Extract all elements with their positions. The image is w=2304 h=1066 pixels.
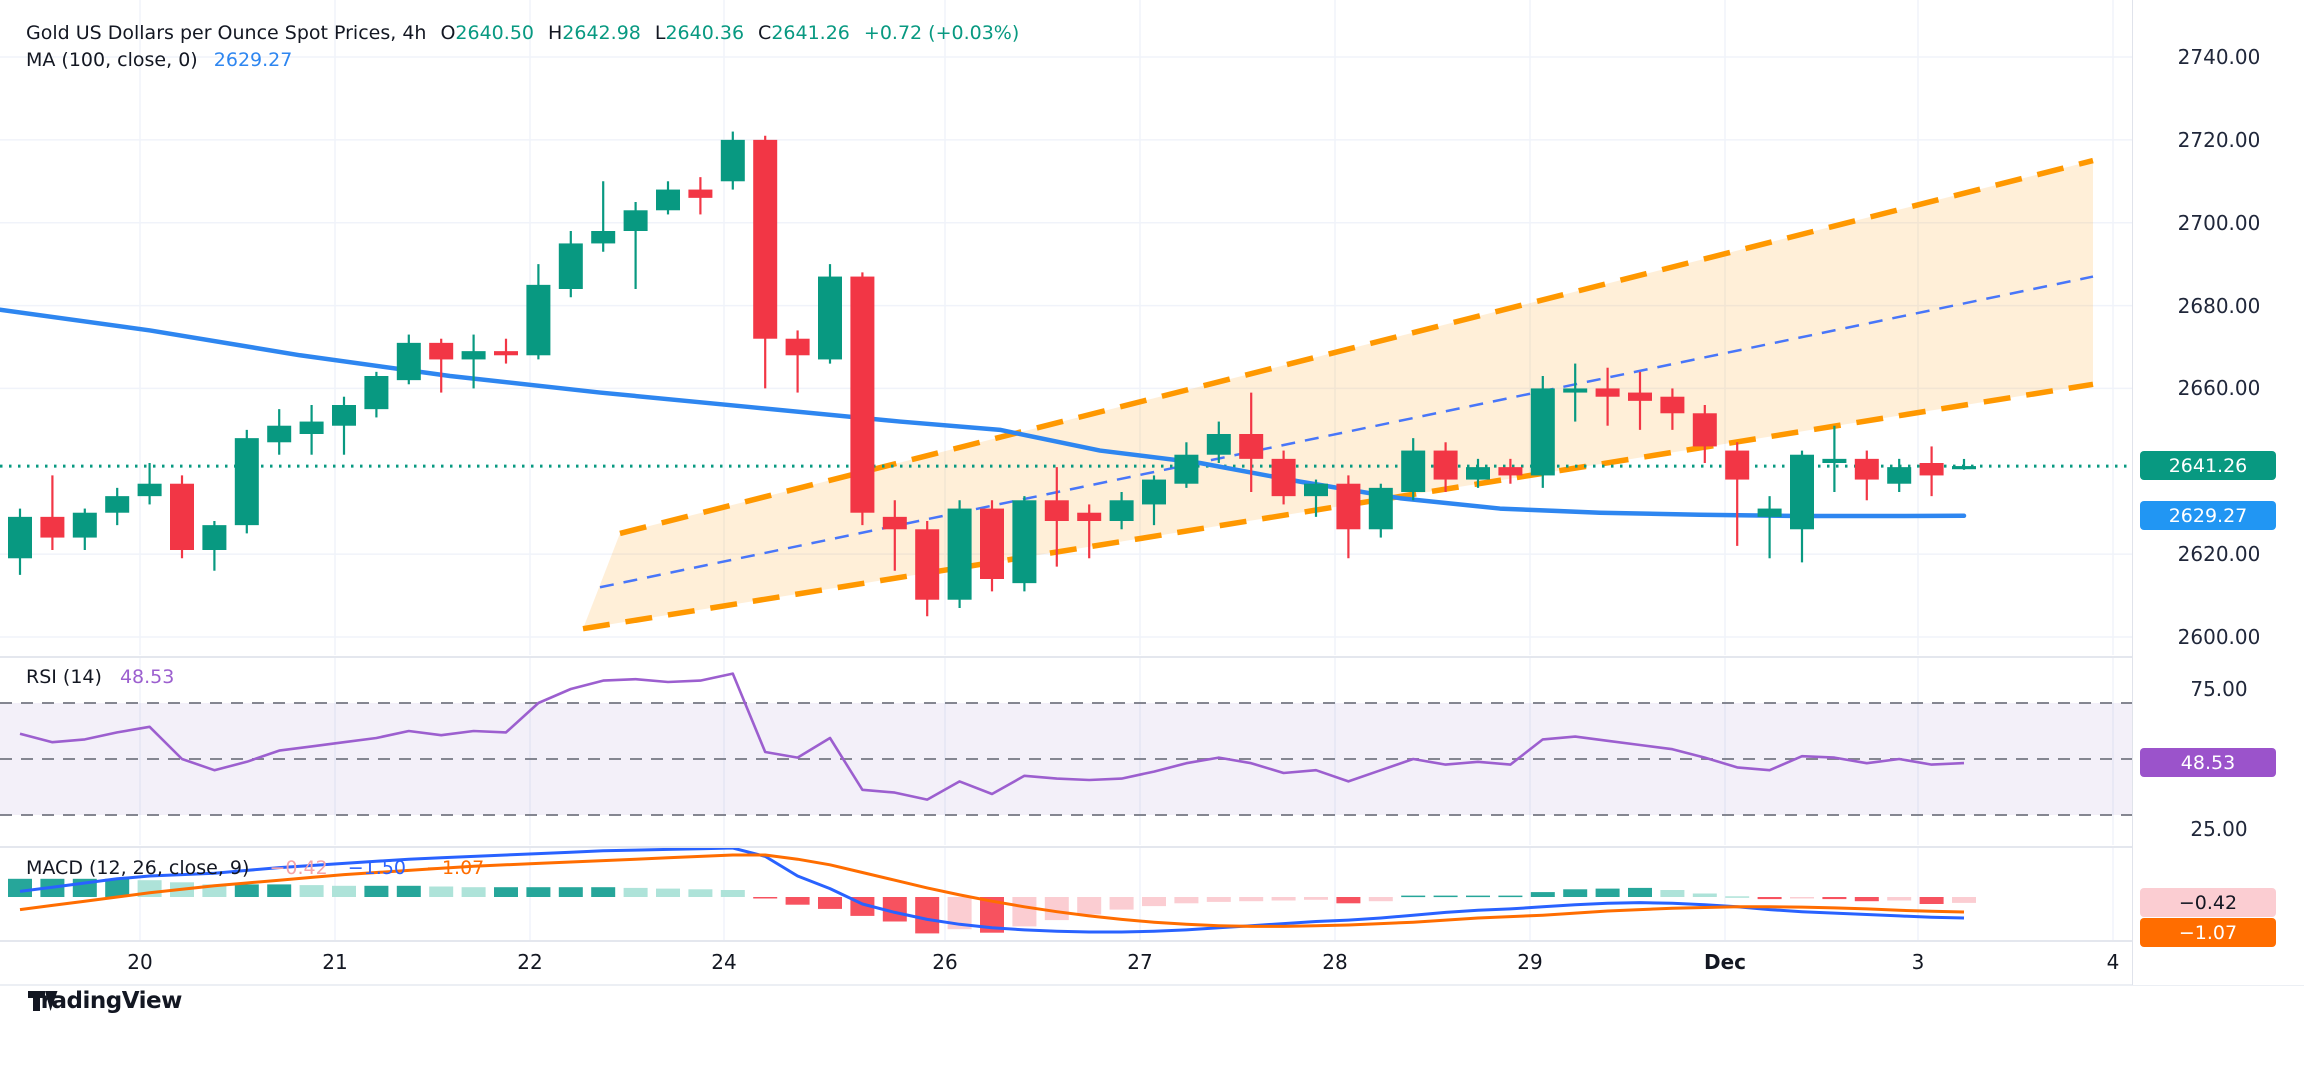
macd-hist-value: −0.42 — [269, 857, 328, 879]
time-tick-label: 21 — [322, 950, 348, 974]
macd-signal-line — [19, 853, 1965, 928]
high-value: 2642.98 — [562, 22, 641, 44]
price-axis[interactable]: 2740.00 2720.00 2700.00 2680.00 2660.00 2620.… — [2132, 0, 2304, 985]
time-tick-label: 20 — [127, 950, 153, 974]
time-tick-label: 24 — [711, 950, 737, 974]
panel-divider[interactable] — [0, 846, 2304, 848]
close-key: C — [758, 22, 772, 44]
rsi-tick-label: 75.00 — [2190, 677, 2248, 701]
change-value: +0.72 (+0.03%) — [863, 22, 1020, 44]
ma-value: 2629.27 — [213, 49, 293, 71]
footer: TradingView — [28, 988, 182, 1014]
panel-divider[interactable] — [0, 656, 2304, 658]
macd-signal-badge: −1.07 — [2140, 918, 2276, 947]
price-tick-label: 2740.00 — [2177, 45, 2261, 69]
open-value: 2640.50 — [455, 22, 534, 44]
macd-hist-badge: −0.42 — [2140, 888, 2276, 917]
ma-label: MA (100, close, 0) — [26, 49, 198, 71]
symbol-legend[interactable]: Gold US Dollars per Ounce Spot Prices, 4… — [26, 22, 1019, 44]
time-tick-label: 28 — [1322, 950, 1348, 974]
bottom-border — [0, 984, 2304, 986]
price-tick-label: 2700.00 — [2177, 210, 2261, 235]
price-tick-label: 2620.00 — [2177, 542, 2261, 567]
rsi-value: 48.53 — [119, 666, 175, 688]
time-tick-label: 27 — [1127, 950, 1153, 974]
price-tick-label: 2680.00 — [2177, 293, 2261, 318]
close-value: 2641.26 — [771, 22, 850, 44]
macd-panel-chart[interactable] — [0, 848, 2132, 940]
rsi-value-badge: 48.53 — [2140, 748, 2276, 777]
ma100-line[interactable] — [0, 307, 1967, 519]
macd-line — [19, 848, 1965, 934]
rsi-legend[interactable]: RSI (14) 48.53 — [26, 666, 174, 688]
ma-price-badge: 2629.27 — [2140, 501, 2276, 530]
high-key: H — [548, 22, 563, 44]
time-tick-label: 4 — [2106, 950, 2120, 974]
time-tick-label: Dec — [1703, 950, 1747, 974]
time-axis-border — [0, 940, 2304, 942]
macd-legend[interactable]: MACD (12, 26, close, 9) −0.42 −1.50 −1.0… — [26, 857, 484, 879]
ma-legend[interactable]: MA (100, close, 0) 2629.27 — [26, 49, 292, 71]
time-tick-label: 26 — [932, 950, 958, 974]
time-tick-label: 22 — [517, 950, 543, 974]
candlestick-series[interactable] — [8, 131, 1976, 617]
low-value: 2640.36 — [665, 22, 745, 44]
macd-line-value: −1.50 — [347, 857, 406, 879]
rsi-panel-chart[interactable] — [0, 658, 2132, 845]
macd-histogram — [8, 878, 1976, 934]
ascending-channel-drawing[interactable] — [582, 157, 2094, 632]
time-tick-label: 29 — [1517, 950, 1543, 974]
price-tick-label: 2660.00 — [2177, 376, 2261, 401]
rsi-label: RSI (14) — [26, 666, 102, 688]
rsi-line[interactable] — [19, 672, 1965, 801]
open-key: O — [440, 22, 456, 44]
time-tick-label: 3 — [1911, 950, 1925, 974]
main-price-chart[interactable] — [0, 0, 2132, 655]
low-key: L — [654, 22, 666, 44]
macd-label: MACD (12, 26, close, 9) — [26, 857, 250, 879]
rsi-tick-label: 25.00 — [2190, 817, 2248, 841]
last-price-badge: 2641.26 — [2140, 451, 2276, 480]
symbol-title: Gold US Dollars per Ounce Spot Prices, 4… — [26, 22, 427, 44]
time-axis[interactable]: 20 21 22 24 26 27 28 29 Dec 3 4 — [0, 940, 2132, 985]
price-tick-label: 2600.00 — [2177, 625, 2261, 649]
tradingview-logo-icon[interactable] — [28, 988, 58, 1014]
price-tick-label: 2720.00 — [2177, 127, 2261, 152]
macd-signal-value: −1.07 — [426, 857, 485, 879]
